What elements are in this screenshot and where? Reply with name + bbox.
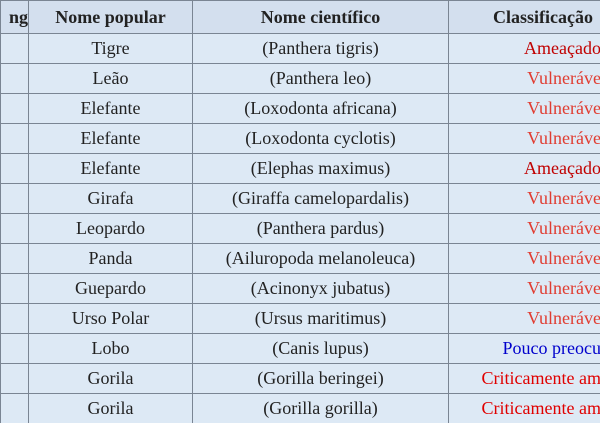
table-row: Elefante (Loxodonta africana) Vulneráve [0, 93, 600, 124]
rank-cell [0, 183, 29, 214]
scientific-name: (Elephas maximus) [192, 153, 449, 184]
scientific-name: (Ursus maritimus) [192, 303, 449, 334]
popular-name: Gorila [28, 393, 193, 423]
column-header: Classificação [448, 0, 600, 34]
popular-name: Tigre [28, 33, 193, 64]
popular-name: Leão [28, 63, 193, 94]
popular-name: Urso Polar [28, 303, 193, 334]
header-row: ng Nome popular Nome científico Classificaç… [0, 0, 600, 34]
popular-name: Girafa [28, 183, 193, 214]
column-header: ng [0, 0, 29, 34]
rank-cell [0, 243, 29, 274]
classification: Vulneráve [448, 273, 600, 304]
scientific-name: (Gorilla beringei) [192, 363, 449, 394]
rank-cell [0, 93, 29, 124]
popular-name: Leopardo [28, 213, 193, 244]
scientific-name: (Gorilla gorilla) [192, 393, 449, 423]
scientific-name: (Panthera tigris) [192, 33, 449, 64]
scientific-name: (Loxodonta africana) [192, 93, 449, 124]
rank-cell [0, 303, 29, 334]
rank-cell [0, 363, 29, 394]
classification: Vulneráve [448, 123, 600, 154]
popular-name: Elefante [28, 153, 193, 184]
rank-cell [0, 153, 29, 184]
table-row: Gorila (Gorilla beringei) Criticamente am [0, 363, 600, 394]
classification: Ameaçado [448, 153, 600, 184]
table-row: Panda (Ailuropoda melanoleuca) Vulneráve [0, 243, 600, 274]
classification: Vulneráve [448, 243, 600, 274]
column-header: Nome científico [192, 0, 449, 34]
popular-name: Lobo [28, 333, 193, 364]
table-row: Elefante (Elephas maximus) Ameaçado [0, 153, 600, 184]
classification: Vulneráve [448, 93, 600, 124]
scientific-name: (Panthera leo) [192, 63, 449, 94]
column-header: Nome popular [28, 0, 193, 34]
table-row: Leopardo (Panthera pardus) Vulneráve [0, 213, 600, 244]
scientific-name: (Ailuropoda melanoleuca) [192, 243, 449, 274]
popular-name: Gorila [28, 363, 193, 394]
popular-name: Elefante [28, 93, 193, 124]
rank-cell [0, 393, 29, 423]
table-row: Urso Polar (Ursus maritimus) Vulneráve [0, 303, 600, 334]
rank-cell [0, 333, 29, 364]
table-row: Lobo (Canis lupus) Pouco preocu [0, 333, 600, 364]
classification: Criticamente am [448, 393, 600, 423]
classification: Vulneráve [448, 63, 600, 94]
rank-cell [0, 63, 29, 94]
scientific-name: (Giraffa camelopardalis) [192, 183, 449, 214]
popular-name: Elefante [28, 123, 193, 154]
classification: Criticamente am [448, 363, 600, 394]
rank-cell [0, 123, 29, 154]
table-row: Gorila (Gorilla gorilla) Criticamente am [0, 393, 600, 423]
table-row: Tigre (Panthera tigris) Ameaçado [0, 33, 600, 64]
rank-cell [0, 33, 29, 64]
scientific-name: (Panthera pardus) [192, 213, 449, 244]
table-row: Guepardo (Acinonyx jubatus) Vulneráve [0, 273, 600, 304]
table-row: Leão (Panthera leo) Vulneráve [0, 63, 600, 94]
scientific-name: (Loxodonta cyclotis) [192, 123, 449, 154]
rank-cell [0, 273, 29, 304]
scientific-name: (Acinonyx jubatus) [192, 273, 449, 304]
table-row: Girafa (Giraffa camelopardalis) Vulneráve [0, 183, 600, 214]
classification: Ameaçado [448, 33, 600, 64]
popular-name: Guepardo [28, 273, 193, 304]
classification: Pouco preocu [448, 333, 600, 364]
classification: Vulneráve [448, 183, 600, 214]
rank-cell [0, 213, 29, 244]
scientific-name: (Canis lupus) [192, 333, 449, 364]
table-row: Elefante (Loxodonta cyclotis) Vulneráve [0, 123, 600, 154]
classification: Vulneráve [448, 213, 600, 244]
classification: Vulneráve [448, 303, 600, 334]
popular-name: Panda [28, 243, 193, 274]
